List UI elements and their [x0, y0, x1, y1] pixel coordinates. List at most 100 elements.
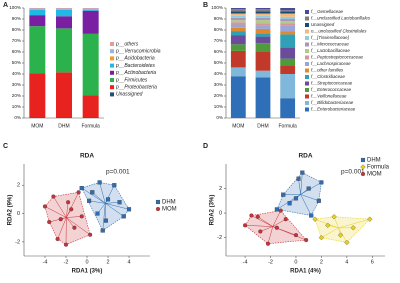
point — [103, 218, 108, 223]
bar-segment — [255, 8, 271, 10]
legend-swatch — [305, 29, 309, 34]
centroid-spoke — [57, 217, 67, 240]
centroid-spoke — [66, 202, 69, 218]
point — [296, 176, 301, 181]
legend-label: f__Bifidobacteriaceae — [311, 100, 354, 105]
y-tick-label: -2 — [217, 235, 222, 241]
bar-segment — [56, 28, 72, 73]
legend-label: p__others — [115, 41, 139, 47]
legend-label: f__unclassified Lactobacillales — [311, 16, 371, 21]
bar-segment — [280, 47, 296, 59]
bar-segment — [255, 28, 271, 34]
legend-label: f__Enterobacteriaceae — [311, 107, 356, 112]
centroid-spoke — [272, 218, 286, 227]
bar-segment — [230, 11, 246, 14]
chart-title: RDA — [298, 153, 312, 160]
x-tick-label: Formula — [81, 123, 100, 129]
x-tick-label: 0 — [85, 259, 88, 265]
y-tick-label: 0% — [14, 115, 21, 120]
point — [274, 207, 279, 212]
point — [309, 213, 314, 218]
centroid-spoke — [272, 210, 281, 227]
bar-segment — [280, 19, 296, 22]
legend-swatch — [110, 56, 114, 61]
point — [117, 200, 122, 205]
centroid-spoke — [81, 187, 106, 204]
y-tick-label: 100% — [211, 5, 223, 10]
point — [350, 225, 356, 231]
legend-swatch — [305, 88, 309, 92]
point — [51, 194, 56, 199]
legend-swatch — [305, 62, 309, 66]
centroid-spoke — [300, 194, 319, 202]
legend-swatch — [305, 107, 309, 112]
legend-swatch — [305, 42, 309, 47]
y-tick-label: 30% — [214, 82, 223, 87]
x-tick-label: -2 — [268, 259, 273, 265]
bar-segment — [56, 16, 72, 29]
legend-swatch — [110, 85, 114, 90]
bar-segment — [255, 9, 271, 12]
legend-label: f__Micrococcaceae — [311, 42, 349, 47]
group-hull — [314, 216, 371, 243]
bar-segment — [280, 65, 296, 74]
legend-label: f__Enterococcaceae — [311, 87, 352, 92]
panel-label: B — [203, 2, 208, 9]
legend-label: f__other families — [311, 68, 344, 73]
bar-segment — [230, 17, 246, 21]
centroid-spoke — [298, 178, 301, 195]
legend-swatch — [305, 75, 309, 79]
legend-label: p__Firmicutes — [115, 77, 148, 83]
y-tick-label: 2 — [219, 186, 222, 192]
y-tick-label: 60% — [214, 49, 223, 54]
chart-title: RDA — [80, 153, 94, 160]
legend-swatch — [305, 10, 309, 14]
x-tick-label: 2 — [320, 259, 323, 265]
y-tick-label: 10% — [12, 104, 21, 109]
legend-label: Unassigned — [116, 92, 143, 98]
point — [79, 214, 84, 219]
bar-segment — [230, 50, 246, 68]
point — [63, 242, 69, 247]
bar-segment — [280, 98, 296, 118]
bar-segment — [255, 11, 271, 14]
centroid-spoke — [300, 172, 303, 195]
centroid-spoke — [53, 196, 67, 218]
bar-segment — [82, 9, 99, 11]
x-tick-label: 0 — [294, 259, 297, 265]
bar-segment — [255, 52, 271, 71]
x-tick-label: -4 — [243, 259, 248, 265]
point — [312, 216, 318, 222]
legend-swatch — [110, 78, 114, 82]
y-tick-label: 10% — [214, 104, 223, 109]
legend-label: f__Peptostreptococcaceae — [311, 55, 364, 60]
bar-segment — [280, 11, 296, 14]
point — [331, 214, 337, 220]
legend-label: DHM — [162, 200, 176, 206]
legend-label: Formula — [367, 165, 390, 171]
point — [319, 180, 324, 185]
bar-segment — [230, 35, 246, 45]
legend-swatch — [305, 23, 309, 27]
bar-segment — [56, 8, 72, 10]
bar-segment — [230, 9, 246, 12]
bar-segment — [255, 43, 271, 52]
bar-segment — [230, 22, 246, 25]
bar-segment — [280, 21, 296, 24]
legend-label: p__Acidobacteria — [115, 56, 155, 62]
bar-segment — [230, 76, 246, 118]
x-tick-label: Formula — [278, 123, 297, 129]
legend-label: f__Lactobacillaceae — [311, 48, 350, 53]
x-axis-label: RDA1 (4%) — [290, 269, 321, 275]
x-tick-label: MOM — [31, 123, 43, 129]
point — [105, 197, 111, 202]
centroid-spoke — [102, 203, 106, 231]
bar-segment — [255, 17, 271, 21]
legend-swatch — [110, 49, 114, 54]
point — [293, 196, 299, 201]
legend-marker — [155, 199, 161, 205]
point — [265, 241, 271, 246]
centroid-spoke — [300, 194, 312, 216]
bar-segment — [230, 27, 246, 32]
